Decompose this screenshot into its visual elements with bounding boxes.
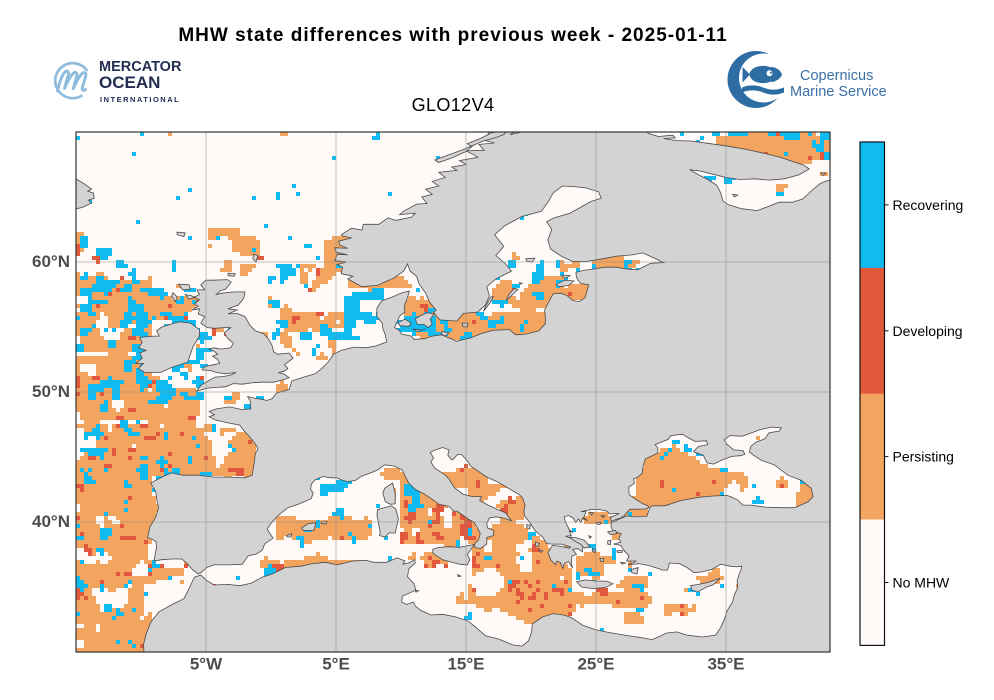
- svg-text:MHW state differences with pre: MHW state differences with previous week…: [178, 25, 727, 46]
- svg-text:Recovering: Recovering: [893, 197, 964, 213]
- svg-text:Copernicus: Copernicus: [800, 68, 873, 84]
- svg-text:MERCATOR: MERCATOR: [99, 59, 182, 75]
- svg-text:Persisting: Persisting: [893, 449, 954, 465]
- svg-text:INTERNATIONAL: INTERNATIONAL: [100, 95, 180, 104]
- svg-text:25°E: 25°E: [577, 655, 614, 674]
- svg-text:5°W: 5°W: [190, 655, 223, 674]
- svg-text:No MHW: No MHW: [893, 575, 951, 591]
- svg-text:OCEAN: OCEAN: [99, 73, 160, 92]
- svg-text:5°E: 5°E: [322, 655, 350, 674]
- svg-text:15°E: 15°E: [447, 655, 484, 674]
- svg-text:Marine Service: Marine Service: [790, 84, 887, 100]
- svg-text:GLO12V4: GLO12V4: [412, 95, 495, 115]
- svg-text:Developing: Developing: [893, 323, 963, 339]
- svg-text:35°E: 35°E: [707, 655, 744, 674]
- svg-text:40°N: 40°N: [32, 512, 70, 531]
- svg-text:60°N: 60°N: [32, 252, 70, 271]
- svg-text:50°N: 50°N: [32, 382, 70, 401]
